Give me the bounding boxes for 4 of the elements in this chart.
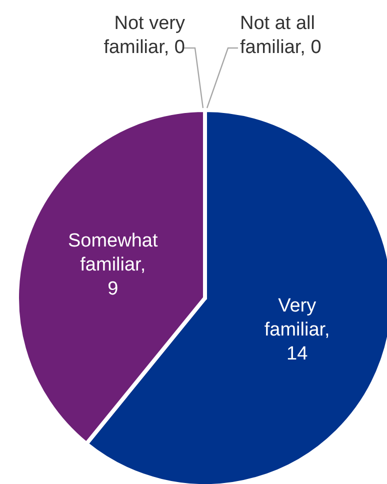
- category-label: Not at all familiar, 0: [240, 13, 322, 58]
- slice-label: Somewhat familiar, 9: [68, 230, 158, 300]
- slice-label: Very familiar, 14: [264, 296, 330, 365]
- category-label: Not very familiar, 0: [104, 13, 185, 58]
